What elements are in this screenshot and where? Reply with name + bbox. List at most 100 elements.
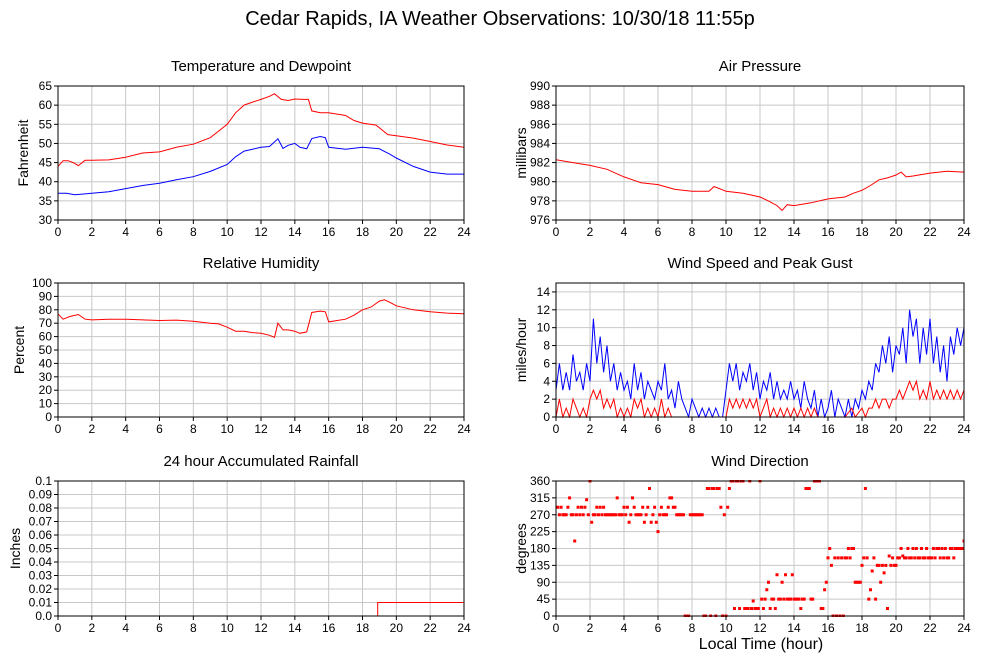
data-point	[597, 513, 600, 517]
y-tick-label: 0.07	[29, 515, 53, 529]
data-point	[648, 487, 651, 490]
x-tick-label: 4	[621, 225, 628, 239]
y-tick-label: 180	[530, 542, 550, 556]
y-tick-label: 90	[39, 289, 53, 303]
data-point	[646, 505, 650, 509]
data-point	[615, 496, 619, 500]
data-point	[925, 547, 929, 550]
x-tick-label: 8	[190, 621, 197, 635]
data-point	[583, 505, 587, 509]
data-point	[680, 513, 684, 517]
data-point	[699, 513, 702, 517]
x-tick-label: 20	[390, 621, 404, 635]
x-tick-label: 2	[88, 422, 95, 436]
data-point	[807, 487, 811, 490]
chart-title: Wind Speed and Peak Gust	[667, 255, 853, 272]
y-tick-label: 0.08	[29, 501, 53, 515]
x-tick-label: 24	[457, 621, 471, 635]
x-tick-label: 0	[55, 422, 62, 436]
data-point	[712, 487, 716, 490]
x-tick-label: 22	[423, 225, 437, 239]
data-point	[802, 597, 806, 601]
data-point	[676, 513, 680, 517]
data-point	[903, 556, 906, 560]
data-point	[889, 563, 893, 567]
data-point	[576, 505, 580, 509]
data-point	[787, 597, 791, 601]
data-point	[773, 607, 777, 610]
data-point	[610, 513, 614, 517]
y-tick-label: 135	[530, 558, 550, 572]
data-point	[874, 597, 878, 601]
data-point	[875, 563, 879, 567]
y-tick-label: 0.02	[29, 582, 53, 596]
data-point	[891, 556, 895, 560]
data-point	[607, 513, 611, 517]
data-point	[804, 487, 808, 490]
data-point	[850, 547, 854, 550]
data-point	[563, 513, 566, 517]
y-tick-label: 10	[39, 397, 53, 411]
data-point	[777, 597, 781, 601]
data-point	[707, 487, 711, 490]
x-tick-label: 6	[655, 422, 662, 436]
x-tick-label: 8	[190, 422, 197, 436]
series-line-0	[58, 299, 464, 338]
x-tick-label: 10	[719, 621, 733, 635]
x-tick-label: 22	[923, 621, 937, 635]
data-point	[828, 547, 832, 550]
x-tick-label: 2	[587, 621, 594, 635]
x-tick-label: 24	[957, 621, 971, 635]
data-point	[833, 556, 837, 560]
x-tick-label: 10	[220, 422, 234, 436]
data-point	[716, 487, 719, 490]
y-axis-label: miles/hour	[513, 317, 529, 382]
data-point	[846, 547, 850, 550]
x-tick-label: 0	[553, 422, 560, 436]
x-tick-label: 2	[88, 225, 95, 239]
data-point	[719, 505, 723, 509]
data-point	[641, 505, 645, 509]
data-point	[756, 607, 760, 610]
data-point	[637, 513, 641, 517]
data-point	[962, 539, 964, 543]
data-point	[581, 513, 585, 517]
data-point	[608, 513, 612, 517]
data-point	[602, 505, 606, 509]
x-tick-label: 4	[621, 621, 628, 635]
x-tick-label: 12	[254, 225, 268, 239]
x-tick-label: 20	[889, 225, 903, 239]
x-tick-label: 24	[957, 225, 971, 239]
y-axis-label: Inches	[7, 528, 23, 569]
data-point	[930, 556, 934, 560]
data-point	[580, 505, 583, 509]
y-tick-label: 20	[39, 383, 53, 397]
data-point	[772, 597, 776, 601]
x-tick-label: 24	[457, 225, 471, 239]
data-point	[882, 571, 886, 575]
data-point	[569, 513, 573, 517]
data-point	[693, 513, 697, 517]
x-tick-label: 0	[553, 621, 560, 635]
x-tick-label: 0	[55, 621, 62, 635]
x-tick-label: 22	[423, 422, 437, 436]
data-point	[959, 547, 963, 550]
data-point	[668, 496, 672, 500]
x-tick-label: 12	[753, 225, 767, 239]
data-point	[947, 556, 951, 560]
y-tick-label: 30	[39, 213, 53, 227]
y-tick-label: 70	[39, 316, 53, 330]
data-point	[760, 597, 764, 601]
data-point	[755, 607, 759, 610]
data-point	[705, 487, 709, 490]
data-point	[746, 607, 750, 610]
data-point	[819, 607, 823, 610]
data-point	[598, 505, 602, 509]
x-tick-label: 16	[821, 225, 835, 239]
series-line-0	[58, 93, 464, 167]
x-tick-label: 10	[220, 621, 234, 635]
data-point	[952, 556, 956, 560]
y-tick-label: 0.05	[29, 542, 53, 556]
x-tick-label: 12	[753, 422, 767, 436]
